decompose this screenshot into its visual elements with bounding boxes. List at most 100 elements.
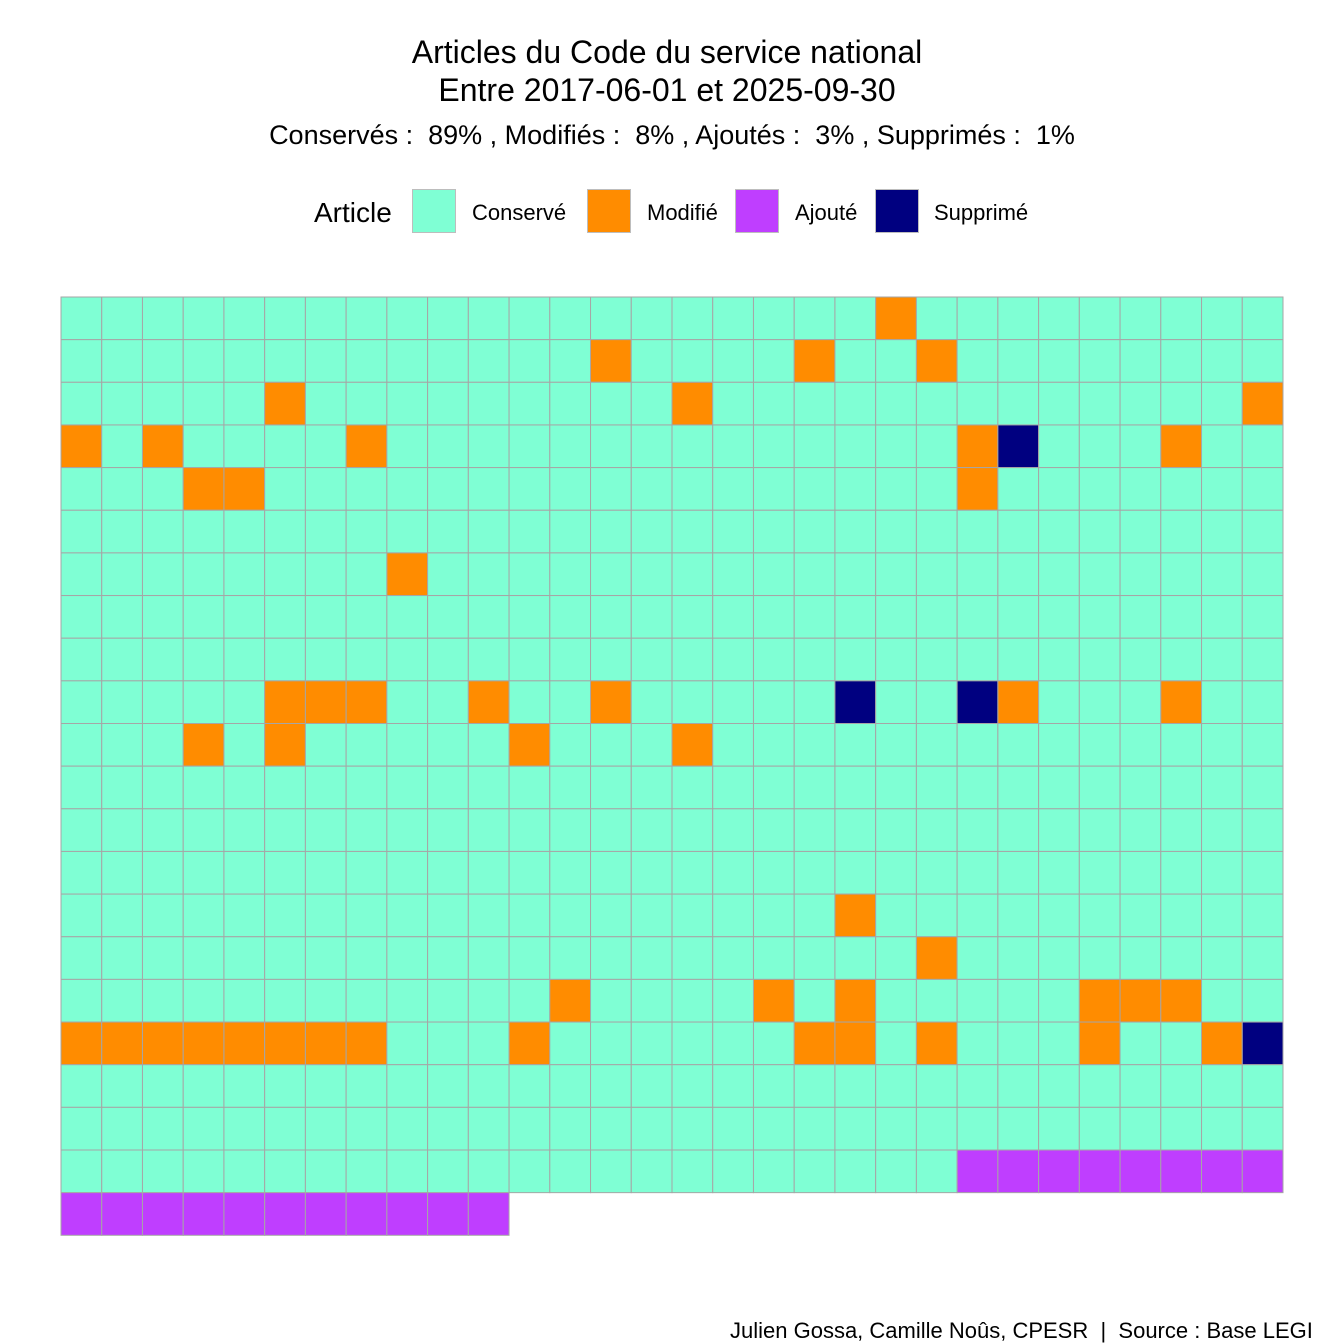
waffle-cell	[427, 1149, 469, 1194]
waffle-cell	[712, 509, 754, 554]
waffle-cell	[304, 765, 347, 810]
waffle-cell	[590, 1149, 632, 1194]
waffle-cell	[1160, 978, 1203, 1023]
waffle-cell	[875, 1021, 917, 1066]
waffle-cell	[345, 850, 388, 895]
waffle-cell	[467, 1064, 510, 1108]
waffle-cell	[1038, 1149, 1080, 1194]
waffle-cell	[752, 637, 795, 682]
waffle-cell	[671, 637, 714, 682]
waffle-cell	[304, 936, 347, 980]
waffle-cell	[875, 680, 917, 724]
waffle-cell	[508, 552, 551, 597]
waffle-cell	[386, 467, 429, 511]
waffle-cell	[223, 680, 266, 724]
waffle-cell	[997, 637, 1040, 682]
waffle-cell	[182, 595, 225, 639]
waffle-cell	[304, 381, 347, 426]
waffle-cell	[1078, 680, 1121, 724]
waffle-cell	[793, 467, 836, 511]
waffle-cell	[101, 381, 143, 426]
waffle-cell	[1119, 552, 1162, 597]
waffle-cell	[630, 552, 673, 597]
waffle-cell	[1078, 509, 1121, 554]
waffle-cell	[1241, 1064, 1284, 1108]
waffle-cell	[1241, 723, 1284, 767]
waffle-cell	[223, 893, 266, 938]
waffle-cell	[752, 509, 795, 554]
waffle-cell	[60, 1106, 103, 1151]
waffle-cell	[793, 1149, 836, 1194]
waffle-cell	[1119, 595, 1162, 639]
waffle-cell	[386, 1064, 429, 1108]
waffle-cell	[793, 595, 836, 639]
waffle-cell	[834, 637, 877, 682]
waffle-cell	[345, 1021, 388, 1066]
waffle-cell	[712, 978, 754, 1023]
waffle-cell	[386, 978, 429, 1023]
waffle-cell	[386, 1149, 429, 1194]
waffle-cell	[1201, 723, 1243, 767]
waffle-cell	[997, 296, 1040, 341]
waffle-cell	[264, 552, 306, 597]
waffle-cell	[590, 936, 632, 980]
waffle-cell	[712, 723, 754, 767]
waffle-cell	[386, 637, 429, 682]
waffle-cell	[101, 595, 143, 639]
waffle-cell	[427, 339, 469, 383]
waffle-cell	[345, 339, 388, 383]
waffle-cell	[141, 680, 184, 724]
waffle-cell	[467, 1192, 510, 1236]
waffle-cell	[712, 1149, 754, 1194]
waffle-cell	[549, 339, 592, 383]
waffle-cell	[467, 978, 510, 1023]
chart-caption: Julien Gossa, Camille Noûs, CPESR | Sour…	[730, 1318, 1313, 1343]
waffle-cell	[223, 1192, 266, 1236]
waffle-cell	[386, 595, 429, 639]
waffle-cell	[141, 637, 184, 682]
waffle-cell	[549, 509, 592, 554]
waffle-cell	[386, 296, 429, 341]
waffle-cell	[467, 850, 510, 895]
waffle-cell	[1119, 339, 1162, 383]
waffle-cell	[1119, 467, 1162, 511]
legend-key-ajoute	[735, 189, 779, 233]
waffle-cell	[508, 467, 551, 511]
waffle-cell	[630, 296, 673, 341]
waffle-cell	[915, 296, 958, 341]
waffle-cell	[345, 1064, 388, 1108]
waffle-cell	[1241, 424, 1284, 469]
waffle-cell	[345, 723, 388, 767]
waffle-cell	[386, 509, 429, 554]
waffle-cell	[264, 680, 306, 724]
waffle-cell	[141, 893, 184, 938]
waffle-cell	[1078, 765, 1121, 810]
waffle-cell	[386, 1021, 429, 1066]
waffle-cell	[427, 680, 469, 724]
waffle-cell	[793, 893, 836, 938]
waffle-cell	[1160, 424, 1203, 469]
waffle-cell	[264, 1106, 306, 1151]
waffle-cell	[671, 381, 714, 426]
waffle-cell	[1241, 978, 1284, 1023]
waffle-cell	[1038, 1021, 1080, 1066]
waffle-cell	[712, 381, 754, 426]
waffle-cell	[223, 381, 266, 426]
waffle-cell	[997, 552, 1040, 597]
waffle-cell	[1119, 424, 1162, 469]
waffle-cell	[1241, 296, 1284, 341]
waffle-cell	[141, 1064, 184, 1108]
waffle-cell	[712, 936, 754, 980]
waffle-cell	[1078, 808, 1121, 852]
waffle-cell	[712, 595, 754, 639]
waffle-cell	[141, 723, 184, 767]
waffle-cell	[549, 595, 592, 639]
waffle-cell	[345, 978, 388, 1023]
waffle-cell	[1201, 339, 1243, 383]
waffle-cell	[1119, 723, 1162, 767]
waffle-cell	[223, 467, 266, 511]
waffle-cell	[101, 1021, 143, 1066]
waffle-cell	[630, 850, 673, 895]
waffle-cell	[875, 1106, 917, 1151]
waffle-cell	[1119, 893, 1162, 938]
